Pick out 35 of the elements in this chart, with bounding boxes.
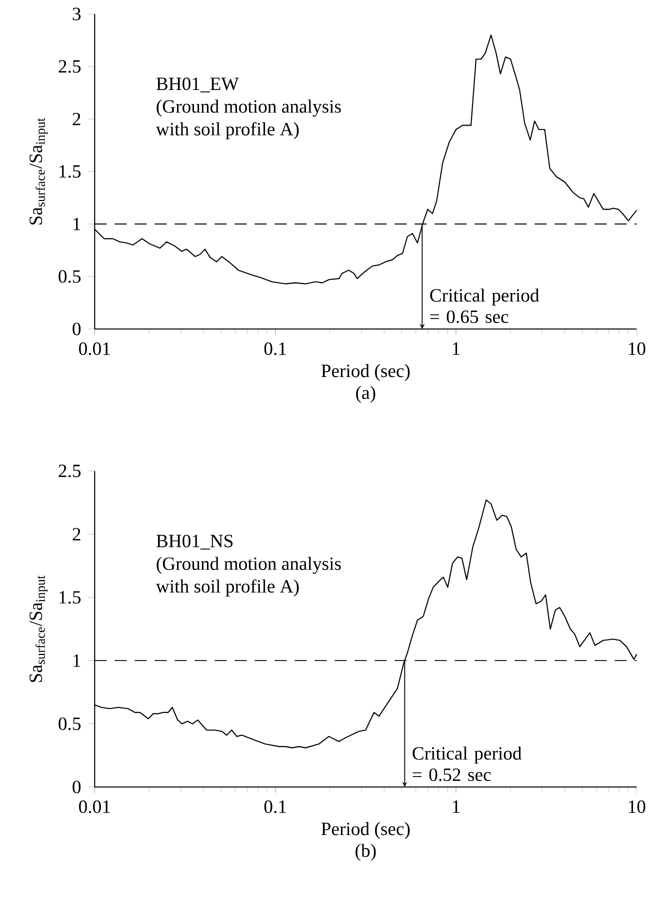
y-tick-label: 1.5 — [60, 591, 81, 604]
y-tick-label: 2.5 — [58, 60, 81, 73]
y-tick-label: 2 — [72, 528, 80, 540]
ref-line-label: Critical period = 0.65 sec — [430, 288, 540, 324]
x-tick-label: 1 — [453, 800, 460, 813]
y-tick-label: 1.5 — [60, 165, 81, 178]
annotation: (Ground motion analysis — [156, 556, 342, 574]
x-axis-title: Period (sec) — [322, 364, 410, 381]
y-axis-title: Sa$_{surface}$/Sa$_{input}$ — [30, 118, 48, 224]
text: (b) — [356, 844, 376, 861]
annotation: BH01_NS — [156, 534, 233, 550]
y-tick-label: 0.5 — [58, 717, 81, 730]
x-tick-label: 10 — [629, 800, 646, 814]
annotation: with soil profile A) — [156, 122, 299, 140]
y-axis-title: Sa$_{surface}$/Sa$_{input}$ — [30, 576, 48, 682]
y-tick-label: 2.5 — [58, 464, 81, 478]
x-tick-label: 0.1 — [264, 342, 286, 356]
y-tick-label: 2 — [72, 112, 80, 126]
y-tick-label: 0 — [72, 322, 81, 336]
y-tick-label: 1 — [74, 218, 80, 230]
annotation: with soil profile A) — [156, 579, 299, 596]
x-tick-label: 0.01 — [79, 800, 110, 814]
x-tick-label: 0.01 — [79, 342, 110, 356]
annotation: (Ground motion analysis — [156, 100, 342, 117]
x-tick-label: 1 — [453, 342, 460, 355]
x-tick-label: 0.1 — [264, 800, 286, 814]
y-tick-label: 3 — [73, 8, 81, 20]
y-tick-label: 1 — [74, 654, 80, 667]
y-tick-label: 0 — [72, 780, 81, 794]
ref-line-label: Critical period = 0.52 sec — [412, 746, 522, 782]
text: (a) — [356, 386, 376, 403]
y-tick-label: 0.5 — [58, 270, 81, 283]
annotation: BH01_EW — [156, 78, 239, 92]
x-tick-label: 10 — [629, 342, 646, 356]
x-axis-title: Period (sec) — [322, 822, 410, 839]
